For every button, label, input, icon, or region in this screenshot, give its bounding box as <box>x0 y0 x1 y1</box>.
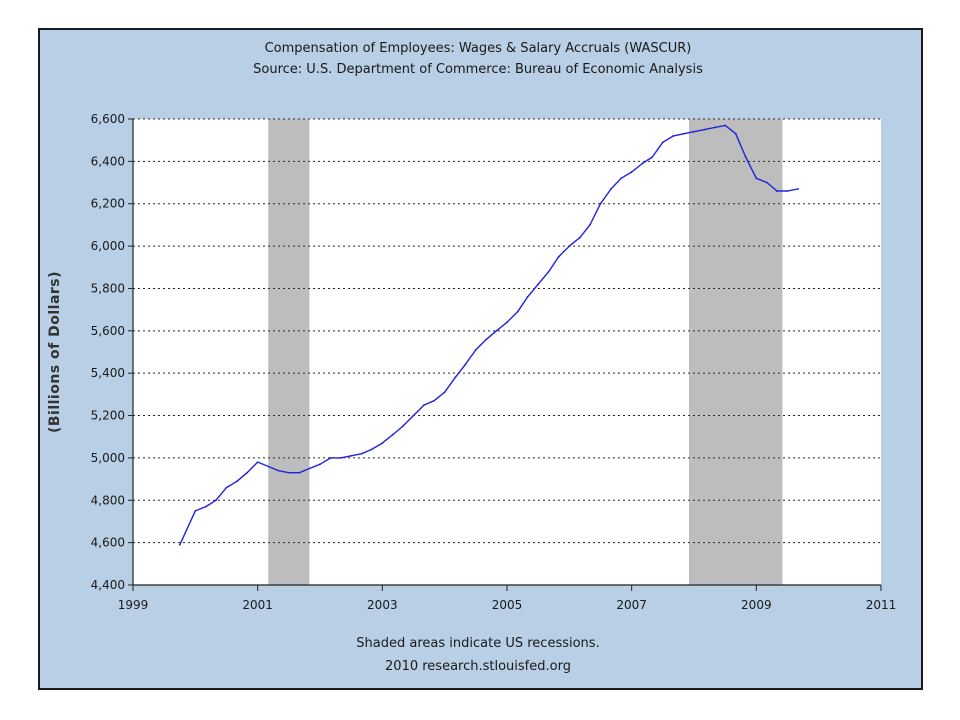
y-tick-label-2: 4,800 <box>91 493 125 507</box>
data-point-0-10 <box>287 471 290 474</box>
data-point-0-35 <box>547 270 550 273</box>
data-point-0-40 <box>599 202 602 205</box>
data-point-0-9 <box>277 469 280 472</box>
recession-band-1 <box>689 119 783 585</box>
footer-recession-note: Shaded areas indicate US recessions. <box>356 636 599 651</box>
data-point-0-27 <box>464 363 467 366</box>
x-tick-label-5: 2009 <box>741 598 772 612</box>
recession-shading <box>268 119 783 585</box>
data-point-0-54 <box>744 156 747 159</box>
data-point-0-23 <box>423 404 425 406</box>
x-tick-label-1: 2001 <box>242 598 273 612</box>
data-point-0-18 <box>370 448 373 451</box>
x-tick-label-4: 2007 <box>616 598 647 612</box>
y-tick-label-4: 5,200 <box>91 409 125 423</box>
y-axis-label: (Billions of Dollars) <box>47 271 63 433</box>
chart-title: Compensation of Employees: Wages & Salar… <box>265 41 692 56</box>
data-point-0-14 <box>329 457 332 459</box>
data-point-0-39 <box>589 224 591 226</box>
y-tick-label-3: 5,000 <box>91 451 125 465</box>
data-point-0-58 <box>786 190 789 192</box>
data-point-0-4 <box>225 486 228 489</box>
data-point-0-22 <box>412 414 415 417</box>
data-point-0-52 <box>724 124 727 127</box>
recession-band-0 <box>268 119 310 585</box>
y-tick-label-7: 5,800 <box>91 281 125 295</box>
data-point-0-28 <box>474 348 477 351</box>
data-point-0-43 <box>630 171 633 173</box>
data-point-0-49 <box>693 130 695 133</box>
data-point-0-44 <box>641 162 644 165</box>
series-line-0 <box>179 124 799 546</box>
data-point-0-53 <box>734 132 737 135</box>
data-point-0-0 <box>178 543 181 546</box>
footer-source: 2010 research.stlouisfed.org <box>385 659 571 674</box>
y-tick-label-0: 4,400 <box>91 578 125 592</box>
data-point-0-45 <box>651 156 654 159</box>
data-point-0-46 <box>661 141 664 144</box>
data-point-0-51 <box>713 126 716 129</box>
data-point-0-56 <box>766 181 768 184</box>
y-tick-label-8: 6,000 <box>91 239 125 253</box>
data-point-0-50 <box>703 128 706 131</box>
y-tick-label-10: 6,400 <box>91 154 125 168</box>
data-point-0-32 <box>516 310 519 313</box>
data-point-0-37 <box>568 245 571 247</box>
data-point-0-33 <box>526 296 529 298</box>
data-point-0-24 <box>433 399 435 402</box>
data-point-0-34 <box>537 283 540 286</box>
data-point-0-42 <box>620 177 622 180</box>
data-point-0-59 <box>797 188 799 190</box>
data-point-0-7 <box>256 461 259 464</box>
data-point-0-5 <box>236 480 238 483</box>
data-point-0-55 <box>755 177 758 180</box>
y-tick-label-11: 6,600 <box>91 112 125 126</box>
data-point-0-2 <box>205 505 207 508</box>
series-layer <box>178 124 799 546</box>
y-tick-label-9: 6,200 <box>91 197 125 211</box>
data-point-0-1 <box>194 509 197 512</box>
data-point-0-15 <box>339 457 342 459</box>
y-tick-labels: 4,400 4,600 4,800 5,000 5,200 5,400 5,600 5,800… <box>91 112 125 592</box>
y-tick-label-5: 5,400 <box>91 366 125 380</box>
data-point-0-20 <box>392 433 394 436</box>
x-tick-label-3: 2005 <box>492 598 523 612</box>
data-point-0-6 <box>246 471 248 474</box>
data-point-0-26 <box>454 376 457 379</box>
data-point-0-25 <box>443 391 446 394</box>
data-point-0-38 <box>579 236 581 239</box>
y-tick-label-1: 4,600 <box>91 536 125 550</box>
data-point-0-8 <box>267 465 270 468</box>
data-point-0-13 <box>319 463 321 466</box>
data-point-0-48 <box>682 132 685 135</box>
x-tick-label-2: 2003 <box>367 598 398 612</box>
data-point-0-3 <box>215 499 217 502</box>
data-point-0-36 <box>557 255 560 258</box>
data-point-0-29 <box>485 338 488 341</box>
chart-subtitle: Source: U.S. Department of Commerce: Bur… <box>253 62 703 77</box>
data-point-0-30 <box>495 329 498 332</box>
data-point-0-31 <box>506 321 508 324</box>
axes <box>128 118 882 591</box>
data-point-0-19 <box>381 442 384 444</box>
data-point-0-21 <box>402 425 404 428</box>
data-point-0-16 <box>350 454 353 457</box>
y-tick-label-6: 5,600 <box>91 324 125 338</box>
x-tick-labels: 1999 2001 2003 2005 2007 2009 2011 <box>118 598 897 612</box>
data-point-0-57 <box>776 190 778 192</box>
data-point-0-17 <box>360 452 363 455</box>
data-point-0-11 <box>298 471 301 474</box>
data-point-0-12 <box>308 467 311 470</box>
x-tick-label-6: 2011 <box>866 598 897 612</box>
data-point-0-47 <box>672 135 675 137</box>
x-tick-label-0: 1999 <box>118 598 149 612</box>
data-point-0-41 <box>610 188 612 190</box>
